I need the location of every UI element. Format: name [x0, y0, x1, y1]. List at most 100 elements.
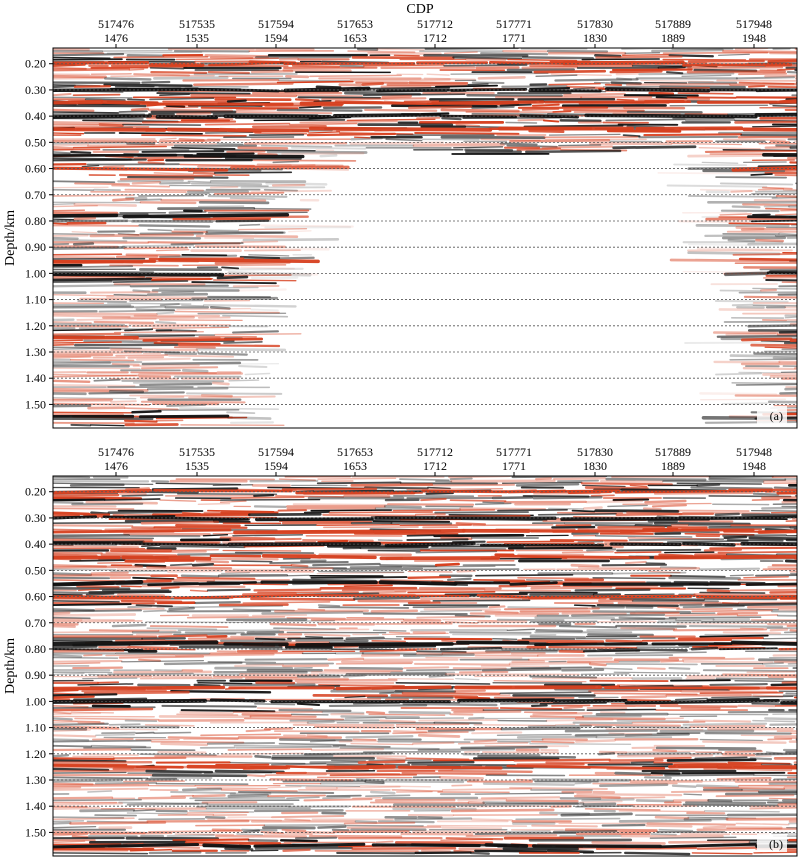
strong-reflector [53, 272, 225, 277]
reflector-wavelet [53, 847, 155, 851]
reflector-wavelet [782, 498, 797, 502]
reflector-wavelet [317, 825, 347, 829]
reflector-wavelet [470, 818, 513, 822]
reflector-wavelet [148, 851, 202, 855]
reflector-wavelet [584, 486, 649, 490]
reflector-wavelet [784, 169, 797, 172]
reflector-wavelet [704, 420, 797, 424]
reflector-wavelet [750, 219, 797, 223]
strong-reflector [373, 528, 466, 534]
reflector-wavelet [761, 496, 797, 500]
reflector-wavelet [141, 366, 219, 370]
reflector-wavelet [53, 151, 71, 154]
x-tick-label-top: 517830 [577, 445, 613, 459]
reflector-wavelet [655, 746, 757, 750]
reflector-wavelet [651, 48, 724, 53]
reflector-wavelet [281, 152, 365, 156]
reflector-wavelet [724, 750, 763, 754]
reflector-wavelet [357, 760, 406, 764]
reflector-wavelet [718, 308, 797, 312]
reflector-wavelet [350, 483, 434, 487]
reflector-wavelet [193, 683, 221, 687]
strong-reflector [227, 416, 272, 420]
reflector-wavelet [193, 82, 294, 86]
reflector-wavelet [174, 653, 275, 657]
reflector-wavelet [53, 538, 153, 542]
reflector-wavelet [516, 147, 562, 151]
reflector-wavelet [662, 480, 765, 483]
reflector-wavelet [474, 849, 548, 853]
reflector-wavelet [53, 693, 118, 697]
reflector-wavelet [202, 534, 229, 537]
reflector-wavelet [345, 672, 447, 676]
reflector-wavelet [601, 823, 646, 827]
reflector-wavelet [684, 118, 736, 122]
reflector-wavelet [53, 662, 101, 665]
reflector-wavelet [782, 365, 797, 367]
reflector-wavelet [127, 645, 179, 650]
reflector-wavelet [735, 383, 797, 386]
reflector-wavelet [680, 690, 778, 694]
reflector-wavelet [575, 739, 616, 743]
reflector-wavelet [788, 708, 797, 712]
y-tick-label: 0.70 [25, 188, 46, 202]
reflector-wavelet [138, 372, 244, 376]
reflector-wavelet [451, 784, 473, 787]
reflector-wavelet [727, 238, 756, 243]
reflector-wavelet [77, 588, 100, 592]
reflector-wavelet [71, 231, 98, 234]
reflector-wavelet [53, 400, 112, 403]
reflector-wavelet [195, 347, 287, 352]
reflector-wavelet [214, 769, 285, 774]
reflector-wavelet [488, 605, 506, 609]
panel-label-backdrop [757, 406, 787, 424]
reflector-wavelet [53, 565, 144, 569]
reflector-wavelet [673, 763, 762, 766]
reflector-wavelet [194, 600, 241, 605]
reflector-wavelet [615, 72, 639, 76]
reflector-wavelet [653, 492, 754, 495]
reflector-wavelet [359, 547, 431, 550]
reflector-wavelet [350, 743, 414, 746]
reflector-wavelet [242, 601, 331, 604]
reflector-wavelet [418, 719, 499, 722]
reflector-wavelet [406, 668, 482, 671]
reflector-wavelet [112, 197, 135, 202]
reflector-wavelet [383, 505, 422, 509]
reflector-wavelet [699, 634, 769, 638]
reflector-wavelet [53, 832, 89, 836]
reflector-wavelet [666, 540, 749, 543]
reflector-wavelet [285, 785, 361, 788]
reflector-wavelet [316, 571, 404, 575]
reflector-wavelet [789, 629, 797, 632]
reflector-wavelet [516, 762, 585, 766]
reflector-wavelet [88, 629, 160, 632]
reflector-wavelet [385, 717, 465, 720]
reflector-wavelet [53, 143, 90, 147]
reflector-wavelet [441, 650, 511, 655]
reflector-wavelet [216, 142, 244, 146]
reflector-wavelet [471, 731, 523, 735]
reflector-wavelet [687, 59, 765, 63]
reflector-wavelet [364, 780, 385, 784]
reflector-wavelet [161, 291, 195, 294]
reflector-wavelet [517, 118, 545, 122]
reflector-wavelet [53, 524, 134, 528]
reflector-wavelet [789, 570, 797, 573]
reflector-wavelet [529, 620, 598, 623]
reflector-wavelet [260, 224, 354, 228]
reflector-wavelet [166, 834, 215, 838]
reflector-wavelet [53, 787, 149, 791]
reflector-wavelet [204, 53, 270, 58]
reflector-wavelet [265, 182, 328, 186]
reflector-wavelet [205, 231, 284, 235]
strong-reflector [766, 271, 797, 275]
reflector-wavelet [232, 534, 304, 537]
reflector-wavelet [390, 694, 479, 698]
strong-reflector [183, 154, 305, 159]
reflector-wavelet [778, 360, 797, 364]
reflector-wavelet [532, 712, 593, 716]
reflector-wavelet [53, 672, 85, 676]
reflector-wavelet [223, 341, 263, 344]
reflector-wavelet [53, 132, 85, 135]
